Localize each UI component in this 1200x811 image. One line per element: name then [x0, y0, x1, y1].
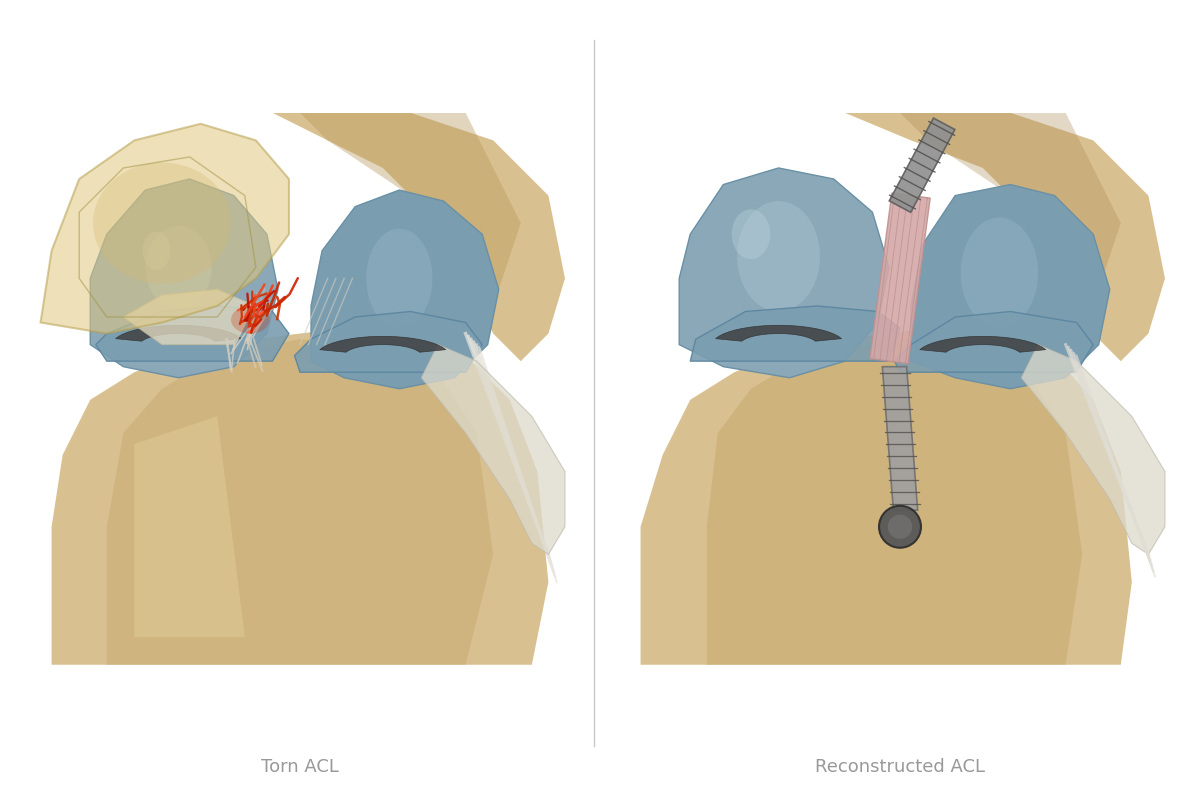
- Ellipse shape: [230, 307, 270, 334]
- Polygon shape: [894, 312, 1093, 373]
- Polygon shape: [421, 345, 565, 555]
- Ellipse shape: [145, 226, 211, 309]
- Polygon shape: [679, 169, 889, 378]
- Polygon shape: [294, 312, 482, 373]
- Circle shape: [880, 506, 920, 548]
- Polygon shape: [272, 114, 565, 362]
- Polygon shape: [107, 340, 493, 665]
- Polygon shape: [96, 307, 289, 362]
- Polygon shape: [1021, 345, 1165, 555]
- Polygon shape: [900, 114, 1121, 334]
- Text: Reconstructed ACL: Reconstructed ACL: [815, 757, 985, 775]
- Polygon shape: [311, 191, 499, 389]
- Polygon shape: [715, 326, 841, 341]
- Ellipse shape: [961, 218, 1038, 328]
- Polygon shape: [90, 180, 278, 378]
- Polygon shape: [300, 114, 521, 334]
- Polygon shape: [882, 367, 918, 511]
- Ellipse shape: [94, 163, 230, 285]
- Polygon shape: [134, 417, 245, 637]
- Polygon shape: [41, 125, 289, 334]
- Polygon shape: [115, 326, 241, 341]
- Polygon shape: [845, 114, 1165, 362]
- Polygon shape: [52, 328, 548, 665]
- Polygon shape: [641, 328, 1132, 665]
- Polygon shape: [124, 290, 256, 345]
- Polygon shape: [707, 340, 1082, 665]
- Ellipse shape: [143, 232, 170, 271]
- Polygon shape: [920, 337, 1045, 353]
- Ellipse shape: [732, 210, 770, 260]
- Ellipse shape: [737, 202, 820, 312]
- Polygon shape: [320, 337, 445, 353]
- Polygon shape: [889, 119, 955, 213]
- Polygon shape: [690, 307, 900, 362]
- Ellipse shape: [366, 230, 432, 328]
- Polygon shape: [911, 185, 1110, 389]
- Polygon shape: [870, 194, 930, 364]
- Circle shape: [888, 515, 912, 539]
- Text: Torn ACL: Torn ACL: [262, 757, 338, 775]
